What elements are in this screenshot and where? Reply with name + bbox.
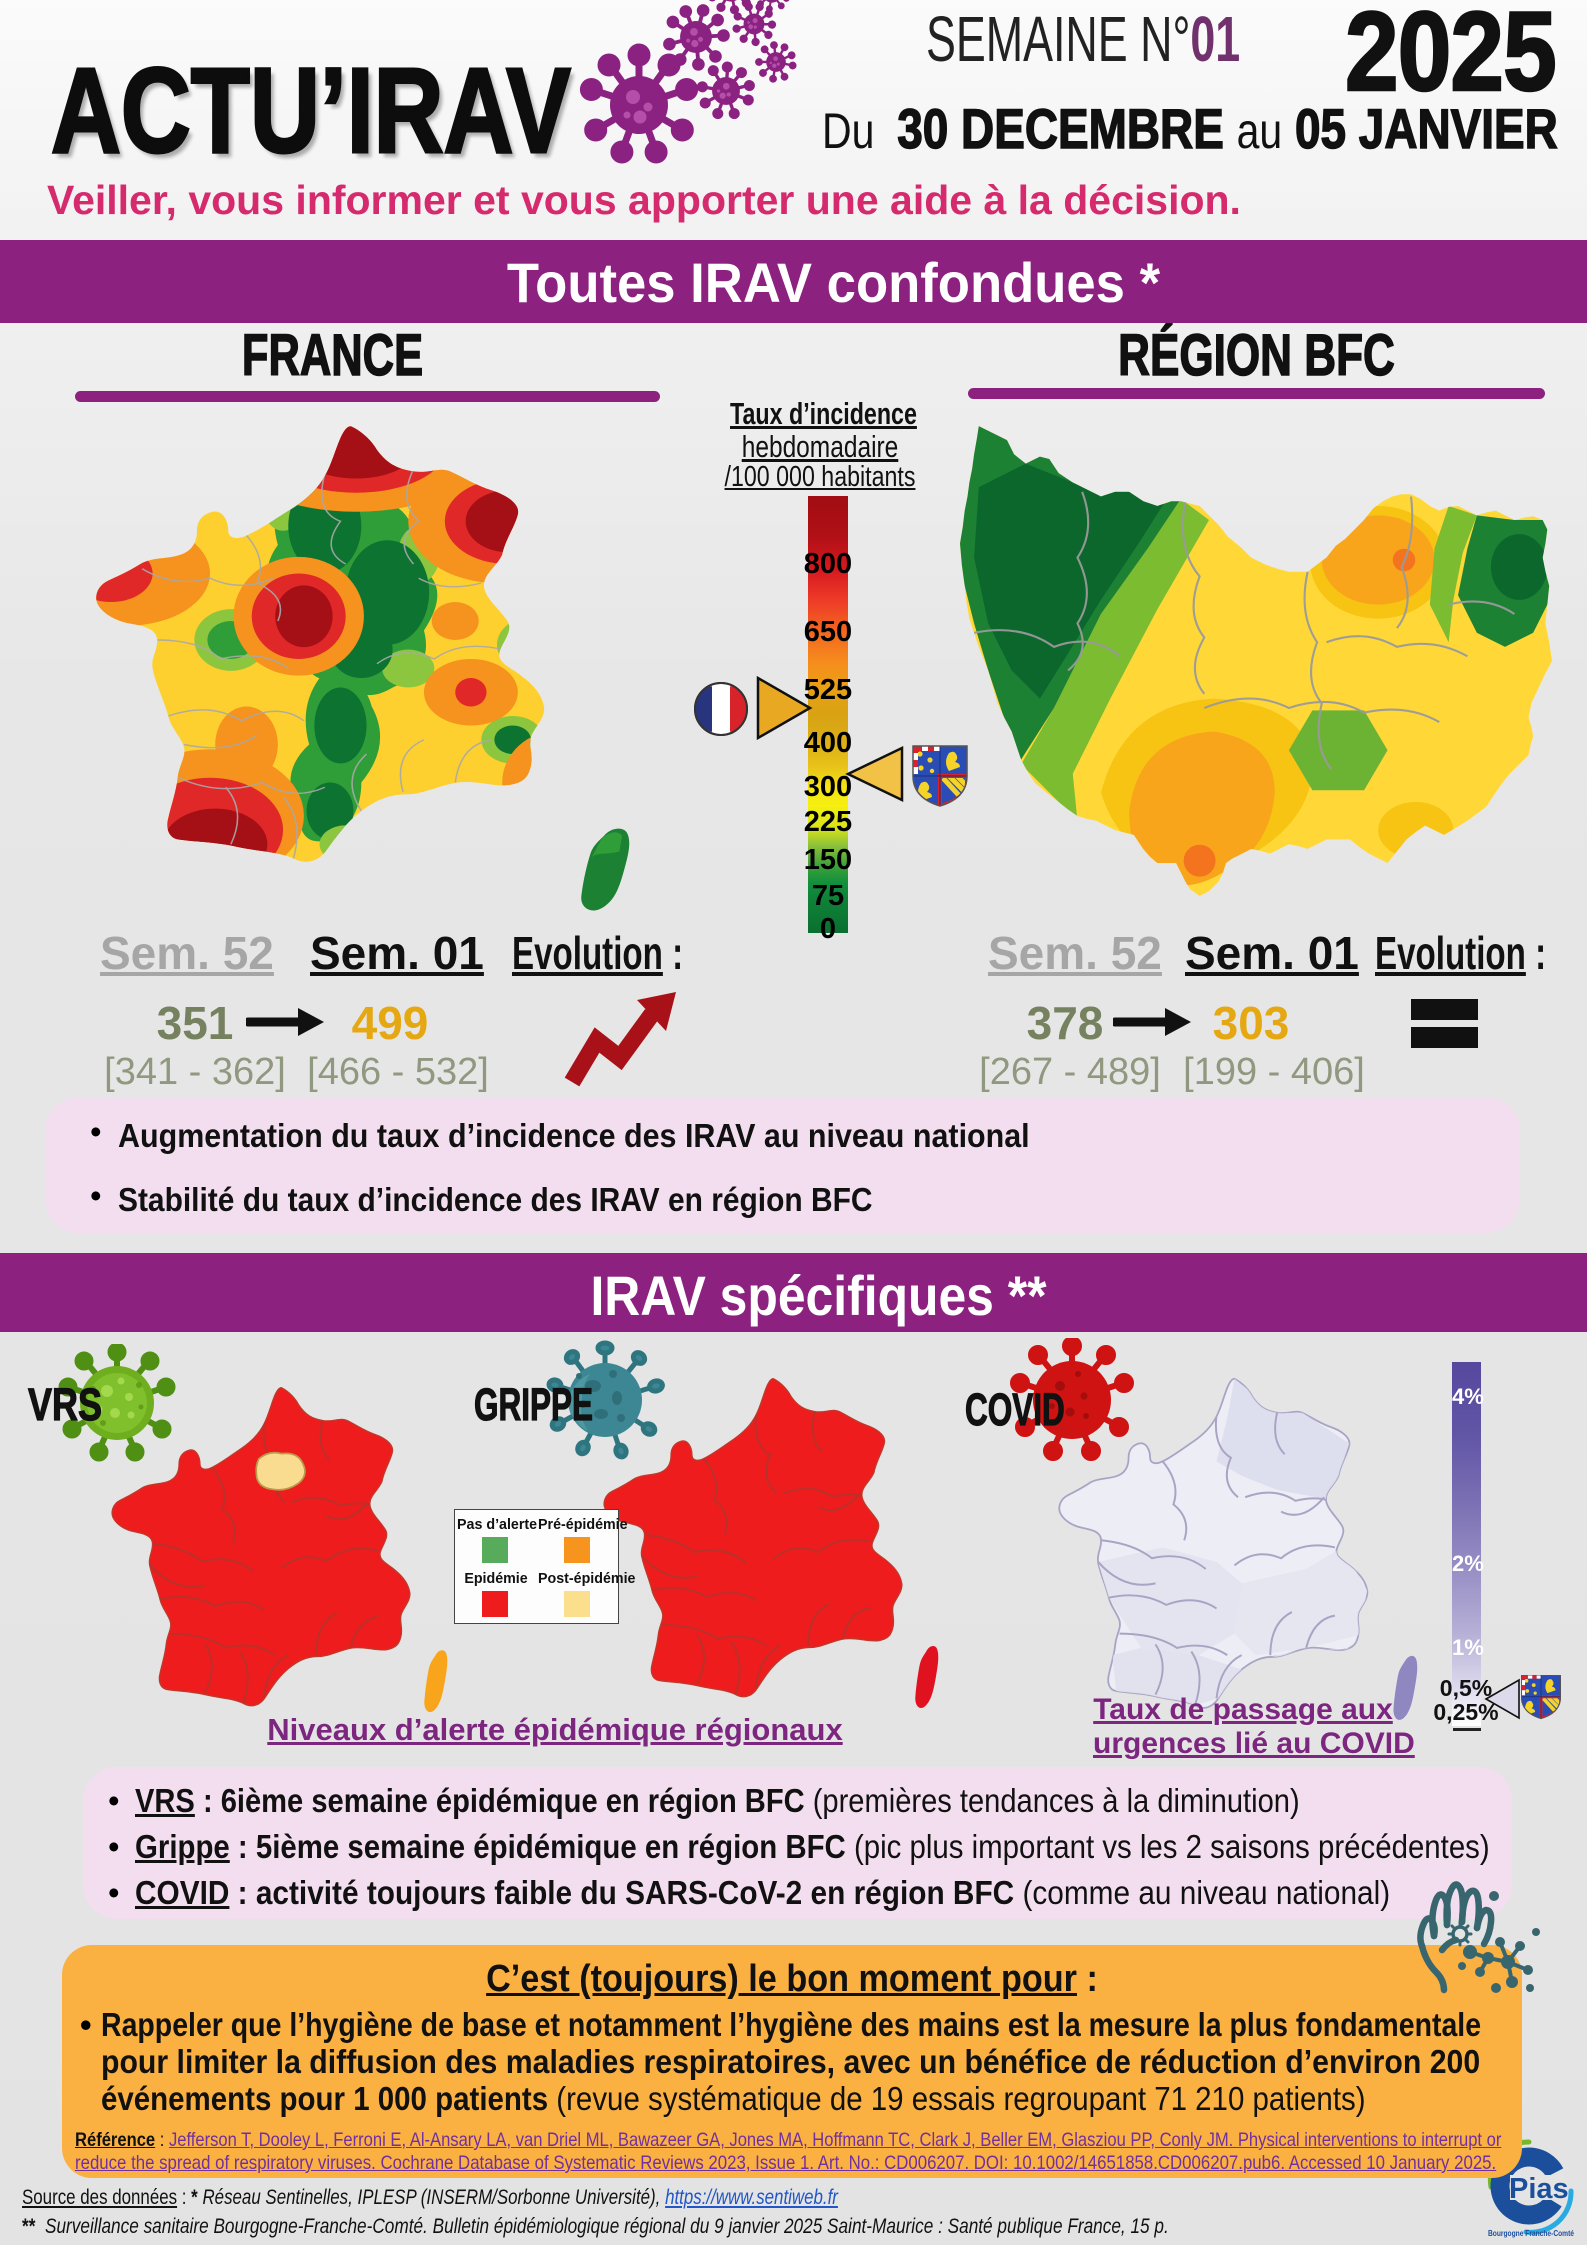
svg-text:Pias: Pias — [1509, 2173, 1569, 2205]
svg-text:Bourgogne Franche-Comté: Bourgogne Franche-Comté — [1488, 2229, 1574, 2238]
